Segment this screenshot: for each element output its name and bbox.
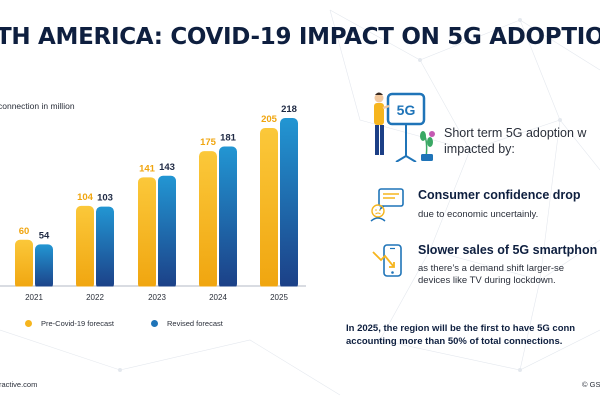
intro-line: impacted by: bbox=[444, 142, 515, 156]
smartphone-decline-icon bbox=[372, 244, 402, 277]
page-title: TH AMERICA: COVID-19 IMPACT ON 5G ADOPTI… bbox=[0, 24, 600, 50]
x-tick-label-2024: 2024 bbox=[209, 293, 227, 302]
bar-pre-covid-2022 bbox=[76, 205, 94, 289]
legend-item-pre-covid: Pre-Covid-19 forecast bbox=[25, 319, 114, 328]
data-label-pre-covid-2021: 60 bbox=[19, 226, 30, 237]
point-heading: Slower sales of 5G smartphon bbox=[418, 243, 598, 257]
data-label-pre-covid-2022: 104 bbox=[77, 192, 94, 203]
note-line: accounting more than 50% of total connec… bbox=[346, 336, 563, 347]
sign-text: 5G bbox=[397, 102, 416, 118]
source-url: ractive.com bbox=[0, 380, 38, 389]
legend-swatch-revised bbox=[151, 320, 158, 327]
data-label-pre-covid-2025: 205 bbox=[261, 114, 278, 125]
x-tick-label-2023: 2023 bbox=[148, 293, 166, 302]
data-label-revised-2022: 103 bbox=[97, 193, 113, 204]
data-label-revised-2021: 54 bbox=[39, 230, 50, 241]
legend-item-revised: Revised forecast bbox=[151, 319, 223, 328]
copyright: © GS bbox=[582, 380, 600, 389]
data-label-pre-covid-2023: 141 bbox=[139, 163, 156, 174]
intro-text: Short term 5G adoption w impacted by: bbox=[444, 125, 586, 157]
point-heading: Consumer confidence drop bbox=[418, 188, 581, 202]
note-line: In 2025, the region will be the first to… bbox=[346, 323, 576, 334]
bar-revised-2022 bbox=[96, 206, 114, 289]
bar-pre-covid-2023 bbox=[138, 177, 156, 289]
x-tick-label-2021: 2021 bbox=[25, 293, 43, 302]
y-axis-label: connection in million bbox=[0, 101, 75, 111]
point-detail: devices like TV during lockdown. bbox=[418, 275, 556, 286]
bar-revised-2023 bbox=[158, 175, 176, 289]
legend-label-pre-covid: Pre-Covid-19 forecast bbox=[41, 319, 114, 328]
legend-label-revised: Revised forecast bbox=[167, 319, 223, 328]
legend-swatch-pre-covid bbox=[25, 320, 32, 327]
person-with-5g-sign-icon: 5G bbox=[374, 92, 435, 162]
x-tick-label-2022: 2022 bbox=[86, 293, 104, 302]
intro-line: Short term 5G adoption w bbox=[444, 126, 587, 140]
key-insight-note: In 2025, the region will be the first to… bbox=[346, 322, 575, 348]
data-label-revised-2023: 143 bbox=[159, 162, 175, 173]
bar-pre-covid-2021 bbox=[15, 239, 33, 289]
bar-revised-2024 bbox=[219, 146, 237, 289]
data-label-pre-covid-2024: 175 bbox=[200, 137, 217, 148]
x-tick-label-2025: 2025 bbox=[270, 293, 288, 302]
point-detail: as there’s a demand shift larger-se bbox=[418, 263, 565, 274]
feedback-screen-icon bbox=[370, 188, 404, 222]
bar-revised-2021 bbox=[35, 244, 53, 289]
data-label-revised-2025: 218 bbox=[281, 104, 297, 115]
bar-pre-covid-2025 bbox=[260, 128, 278, 289]
data-label-revised-2024: 181 bbox=[220, 133, 237, 144]
bar-revised-2025 bbox=[280, 118, 298, 289]
bar-pre-covid-2024 bbox=[199, 151, 217, 289]
point-detail: due to economic uncertainly. bbox=[418, 209, 539, 220]
axis-baseline-mask bbox=[0, 286, 306, 293]
